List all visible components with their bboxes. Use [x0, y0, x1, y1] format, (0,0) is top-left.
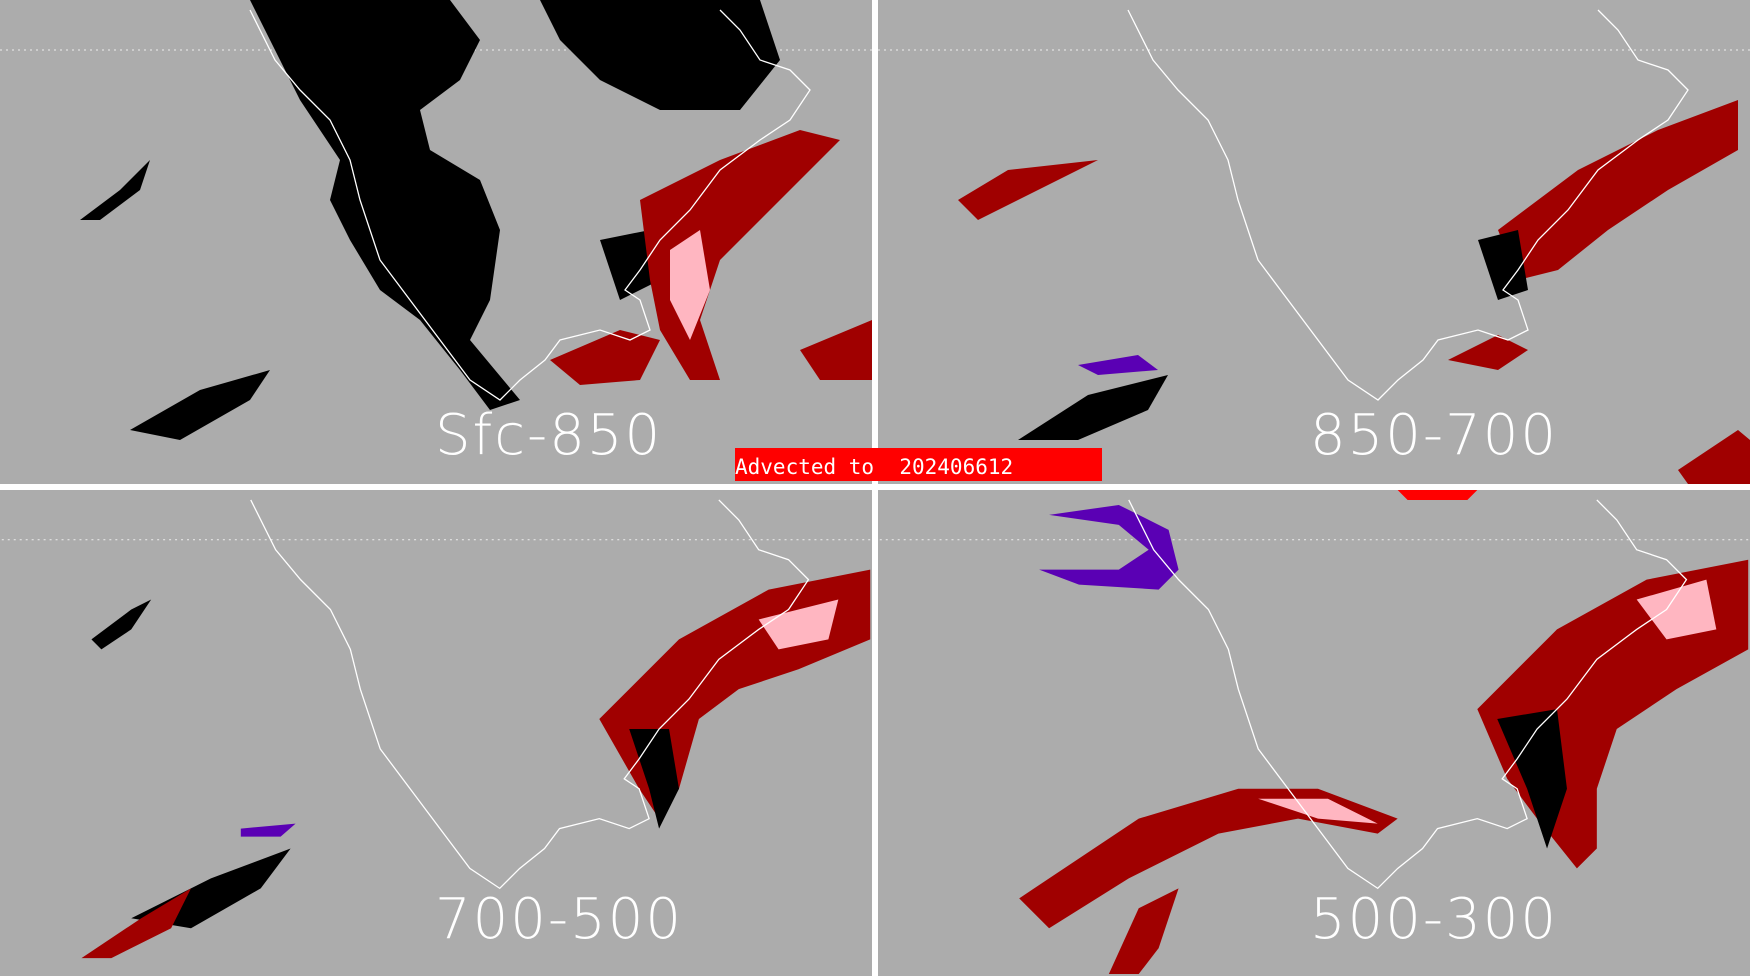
black-region — [130, 370, 270, 440]
dark-red-region — [1498, 100, 1738, 280]
black-region — [80, 160, 150, 220]
panel-850-700: 850-700 — [878, 0, 1750, 484]
purple-region — [1039, 504, 1179, 590]
pink-region — [758, 599, 839, 650]
pink-region — [1636, 579, 1717, 640]
layer-label: 850-700 — [1310, 403, 1558, 468]
dark-red-region — [1108, 888, 1179, 974]
dark-red-region — [1678, 430, 1750, 484]
black-region — [250, 0, 520, 410]
pink-region — [1258, 798, 1378, 824]
dark-red-region — [81, 888, 192, 959]
black-region — [1478, 230, 1528, 300]
advected-time-banner: Advected to 202406612 — [735, 448, 1102, 481]
layer-label: Sfc-850 — [435, 403, 663, 468]
black-region — [1497, 709, 1567, 849]
panel-500-300: 500-300 — [878, 490, 1750, 976]
purple-region — [1078, 355, 1158, 375]
horizontal-divider — [0, 484, 1750, 490]
black-region — [91, 599, 152, 650]
banner-text: Advected to 202406612 — [735, 455, 1014, 479]
dark-red-region — [800, 320, 872, 380]
layer-label: 500-300 — [1310, 887, 1558, 952]
black-region — [629, 729, 679, 829]
dark-red-region — [1019, 788, 1398, 929]
panel-sfc-850: Sfc-850 — [0, 0, 872, 484]
panel-700-500: 700-500 — [0, 490, 872, 976]
dark-red-region — [958, 160, 1098, 220]
pink-region — [670, 230, 710, 340]
black-region — [540, 0, 780, 110]
black-region — [600, 230, 660, 300]
map-sfc-850 — [0, 0, 872, 440]
dark-red-region — [550, 330, 660, 385]
map-700-500 — [1, 499, 871, 959]
red-region — [1397, 490, 1478, 500]
map-850-700 — [878, 9, 1750, 484]
layer-label: 700-500 — [435, 887, 683, 952]
black-region — [1018, 375, 1168, 440]
purple-region — [240, 823, 296, 837]
map-500-300 — [879, 490, 1749, 974]
dark-red-region — [1448, 335, 1528, 370]
